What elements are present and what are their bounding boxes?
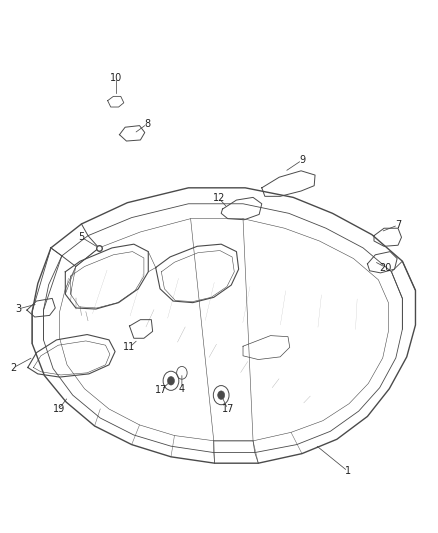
- Text: 4: 4: [179, 384, 185, 394]
- Text: 11: 11: [124, 342, 136, 352]
- Text: 3: 3: [15, 304, 21, 314]
- Text: 17: 17: [222, 404, 234, 414]
- Text: 12: 12: [213, 193, 225, 204]
- Text: 7: 7: [395, 220, 401, 230]
- Text: 5: 5: [78, 232, 85, 243]
- Text: 19: 19: [53, 404, 65, 414]
- Text: 9: 9: [299, 155, 305, 165]
- Text: 17: 17: [155, 385, 168, 395]
- Circle shape: [167, 376, 174, 385]
- Text: 8: 8: [144, 119, 150, 129]
- Text: 2: 2: [11, 362, 17, 373]
- Text: 1: 1: [345, 466, 351, 476]
- Text: 10: 10: [110, 73, 123, 83]
- Circle shape: [218, 391, 225, 399]
- Text: 20: 20: [380, 263, 392, 272]
